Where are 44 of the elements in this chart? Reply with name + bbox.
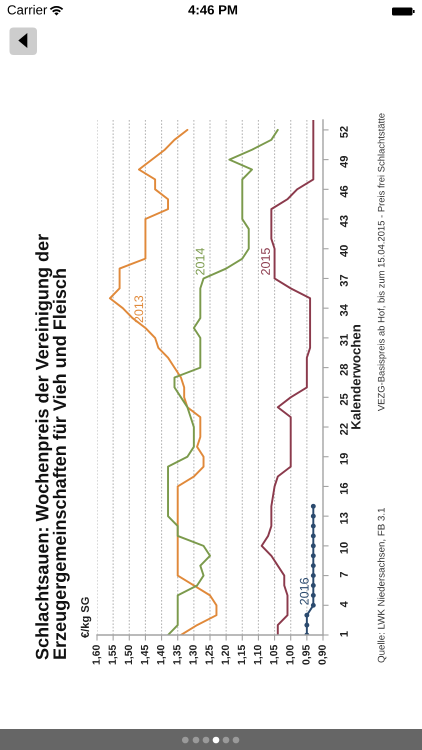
x-tick-label: 1,50 xyxy=(124,645,134,664)
y-tick-label: 13 xyxy=(340,512,348,524)
y-tick-label: 4 xyxy=(340,601,348,608)
x-tick-label: 1,00 xyxy=(286,645,296,664)
x-tick-label: 1,45 xyxy=(140,645,150,664)
x-tick-label: 1,35 xyxy=(173,645,182,664)
y-tick-label: 40 xyxy=(340,245,348,257)
x-tick-label: 1,05 xyxy=(270,645,279,664)
x-tick-label: 1,55 xyxy=(108,645,118,664)
x-tick-label: 1,25 xyxy=(205,645,214,664)
x-tick-label: 0,95 xyxy=(302,645,312,665)
x-tick-label: 1,40 xyxy=(156,645,166,664)
x-tick-label: 1,60 xyxy=(92,645,102,664)
y-tick-label: 34 xyxy=(340,304,348,316)
text: Schlachtsauen: Wochenpreis der Vereinigung der Erzeugergemeinschaften für Vieh und Fleisch xyxy=(35,234,70,660)
text: Carrier xyxy=(8,4,48,15)
x-tick-label: 1,30 xyxy=(189,645,198,664)
y-tick-label: 49 xyxy=(340,156,348,168)
y-tick-label: 19 xyxy=(340,453,348,464)
y-tick-label: 25 xyxy=(340,394,348,406)
y-tick-label: 43 xyxy=(340,215,348,228)
y-tick-label: 31 xyxy=(340,334,348,346)
y-tick-label: 16 xyxy=(340,482,348,494)
text: 4:46 PM xyxy=(188,5,238,15)
y-tick-label: 52 xyxy=(340,126,348,138)
x-tick-label: 1,15 xyxy=(238,645,247,664)
y-tick-label: 37 xyxy=(340,274,348,287)
text: VEZG-Basispreis ab Hof, bis zum 15.04.2015 - Preis frei Schlachtstätte xyxy=(378,113,386,412)
y-tick-label: 28 xyxy=(340,364,348,376)
x-tick-label: 1,10 xyxy=(254,645,263,664)
text: 2013 xyxy=(134,296,144,322)
y-tick-label: 22 xyxy=(340,423,348,435)
y-tick-label: 1 xyxy=(340,631,348,636)
x-tick-label: 1,20 xyxy=(222,645,230,664)
text: 2014 xyxy=(196,248,204,275)
text: €/kg SG xyxy=(80,597,92,638)
text: 2015 xyxy=(261,248,270,275)
text: 2016 xyxy=(300,578,309,605)
y-tick-label: 46 xyxy=(340,186,348,198)
source-note: Quelle: LWK Niedersachsen, FB 3.1 xyxy=(377,508,386,663)
y-axis-title: Kalenderwochen xyxy=(350,325,361,429)
x-tick-label: 0,90 xyxy=(318,645,328,665)
y-tick-label: 10 xyxy=(340,542,348,554)
y-tick-label: 7 xyxy=(340,572,348,578)
